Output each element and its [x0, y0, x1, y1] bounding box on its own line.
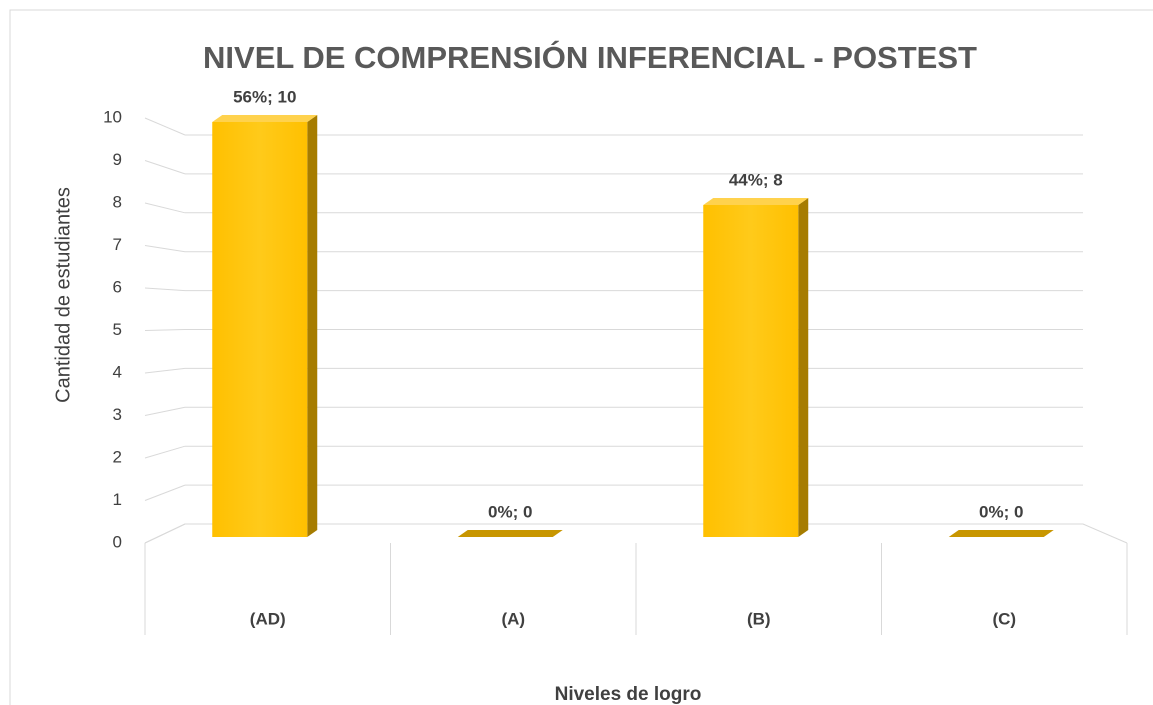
bar [212, 115, 318, 537]
data-label: 0%; 0 [488, 502, 532, 521]
y-tick-label: 10 [103, 107, 122, 126]
y-tick-label: 0 [113, 532, 122, 551]
y-tick-label: 3 [113, 405, 122, 424]
bar-front [212, 122, 308, 537]
x-tick-label: (B) [747, 609, 771, 628]
y-tick-label: 7 [113, 235, 122, 254]
y-tick-label: 5 [113, 320, 122, 339]
x-tick-label: (A) [501, 609, 525, 628]
bar-front [703, 205, 799, 537]
bar-top [457, 530, 563, 537]
wall-tick [144, 160, 186, 175]
wall-tick [144, 484, 186, 501]
bar-side [798, 198, 809, 537]
y-tick-label: 9 [113, 150, 122, 169]
y-tick-label: 6 [113, 277, 122, 296]
chart-title: NIVEL DE COMPRENSIÓN INFERENCIAL - POSTE… [203, 39, 977, 75]
wall-tick [144, 523, 186, 544]
wall-tick [144, 445, 186, 459]
wall-tick [144, 367, 186, 374]
bar-top [948, 530, 1054, 537]
y-tick-label: 2 [113, 447, 122, 466]
wall-tick [144, 117, 186, 136]
x-axis-label: Niveles de logro [555, 684, 702, 705]
x-tick-label: (AD) [250, 609, 286, 628]
y-tick-label: 1 [113, 490, 122, 509]
wall-tick [144, 202, 186, 214]
data-label: 44%; 8 [729, 170, 783, 189]
wall-tick [144, 245, 186, 253]
data-label: 0%; 0 [979, 502, 1023, 521]
bar [703, 198, 809, 537]
y-axis-label: Cantidad de estudiantes [52, 187, 74, 403]
bar-side [307, 115, 318, 537]
y-tick-label: 4 [113, 362, 122, 381]
bar [457, 530, 563, 537]
x-tick-label: (C) [992, 609, 1016, 628]
bar-top [703, 198, 809, 205]
wall-tick [144, 329, 186, 331]
bar [948, 530, 1054, 537]
wall-tick [144, 287, 186, 292]
wall-tick [144, 406, 186, 416]
y-tick-label: 8 [113, 192, 122, 211]
data-label: 56%; 10 [233, 87, 296, 106]
chart-frame [9, 9, 1153, 705]
bar-top [212, 115, 318, 122]
